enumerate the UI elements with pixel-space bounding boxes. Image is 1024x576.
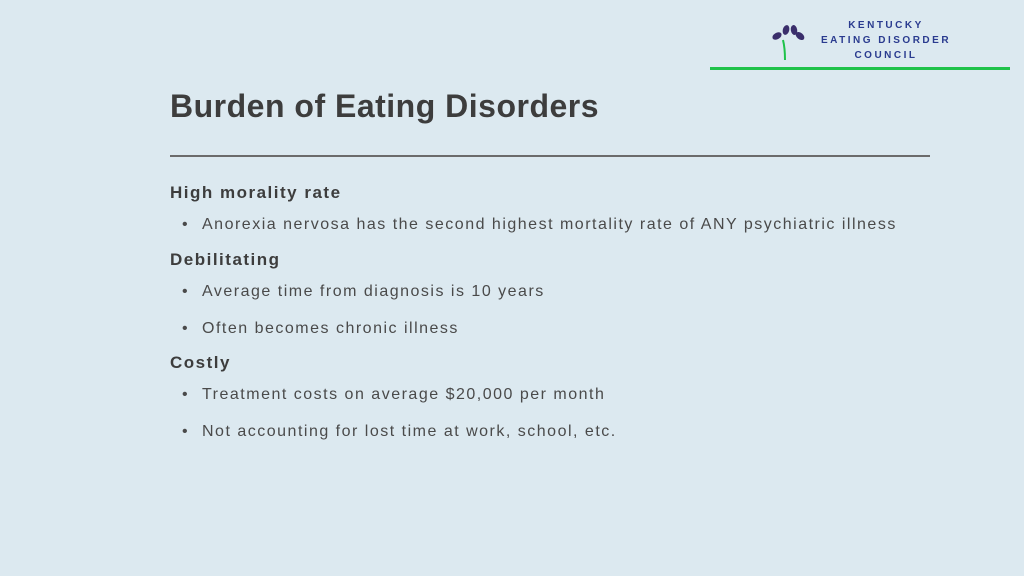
logo-line-3: COUNCIL bbox=[821, 48, 951, 63]
bullet-list: Anorexia nervosa has the second highest … bbox=[170, 213, 930, 238]
section-heading: High morality rate bbox=[170, 183, 930, 203]
slide-content: Burden of Eating Disorders High morality… bbox=[170, 88, 930, 457]
section-debilitating: Debilitating Average time from diagnosis… bbox=[170, 250, 930, 342]
logo-text: KENTUCKY EATING DISORDER COUNCIL bbox=[821, 18, 951, 63]
bullet-list: Treatment costs on average $20,000 per m… bbox=[170, 383, 930, 445]
plant-icon bbox=[769, 20, 811, 62]
section-mortality: High morality rate Anorexia nervosa has … bbox=[170, 183, 930, 238]
section-heading: Debilitating bbox=[170, 250, 930, 270]
logo-line-2: EATING DISORDER bbox=[821, 33, 951, 48]
org-logo-block: KENTUCKY EATING DISORDER COUNCIL bbox=[710, 18, 1010, 70]
list-item: Treatment costs on average $20,000 per m… bbox=[188, 383, 930, 408]
section-heading: Costly bbox=[170, 353, 930, 373]
logo-row: KENTUCKY EATING DISORDER COUNCIL bbox=[710, 18, 1010, 67]
section-costly: Costly Treatment costs on average $20,00… bbox=[170, 353, 930, 445]
list-item: Often becomes chronic illness bbox=[188, 317, 930, 342]
page-title: Burden of Eating Disorders bbox=[170, 88, 930, 125]
logo-line-1: KENTUCKY bbox=[821, 18, 951, 33]
list-item: Anorexia nervosa has the second highest … bbox=[188, 213, 930, 238]
bullet-list: Average time from diagnosis is 10 years … bbox=[170, 280, 930, 342]
list-item: Average time from diagnosis is 10 years bbox=[188, 280, 930, 305]
title-divider bbox=[170, 155, 930, 157]
list-item: Not accounting for lost time at work, sc… bbox=[188, 420, 930, 445]
logo-underline bbox=[710, 67, 1010, 70]
